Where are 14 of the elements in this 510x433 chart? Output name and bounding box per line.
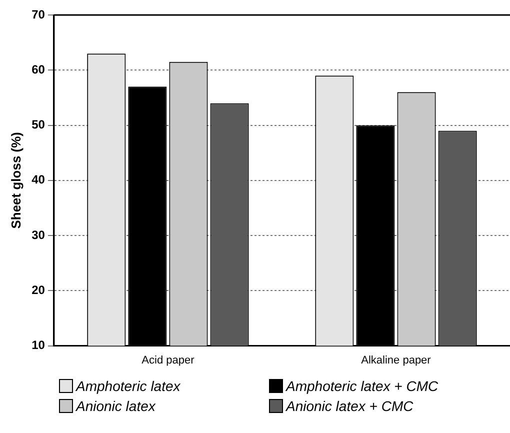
y-axis-title: Sheet gloss (%) (8, 132, 24, 229)
x-tick-label: Alkaline paper (361, 354, 432, 366)
y-tick-label: 30 (32, 228, 46, 242)
x-tick-label: Acid paper (142, 354, 195, 366)
y-tick-label: 70 (32, 7, 46, 22)
y-tick-label: 50 (32, 118, 46, 132)
legend-label: Amphoteric latex (76, 378, 180, 394)
legend-label: Amphoteric latex + CMC (286, 378, 438, 394)
y-tick-label: 20 (32, 282, 46, 297)
y-tick-label: 10 (32, 338, 46, 352)
legend-label: Anionic latex + CMC (286, 398, 414, 414)
y-tick-label: 60 (32, 62, 46, 76)
y-tick-label: 40 (32, 172, 46, 187)
legend-label: Anionic latex (76, 398, 156, 414)
